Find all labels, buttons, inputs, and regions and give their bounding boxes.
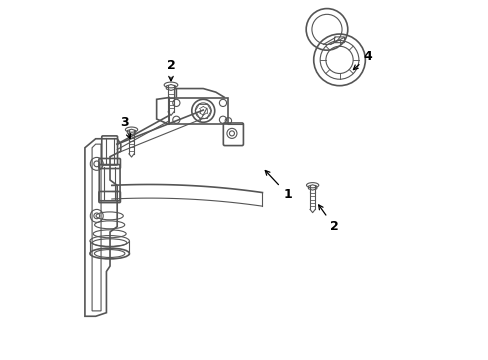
Text: 4: 4 — [353, 50, 372, 69]
Text: 3: 3 — [120, 116, 130, 138]
Text: 2: 2 — [318, 205, 338, 233]
Text: 1: 1 — [264, 171, 291, 201]
Text: 2: 2 — [166, 59, 175, 81]
